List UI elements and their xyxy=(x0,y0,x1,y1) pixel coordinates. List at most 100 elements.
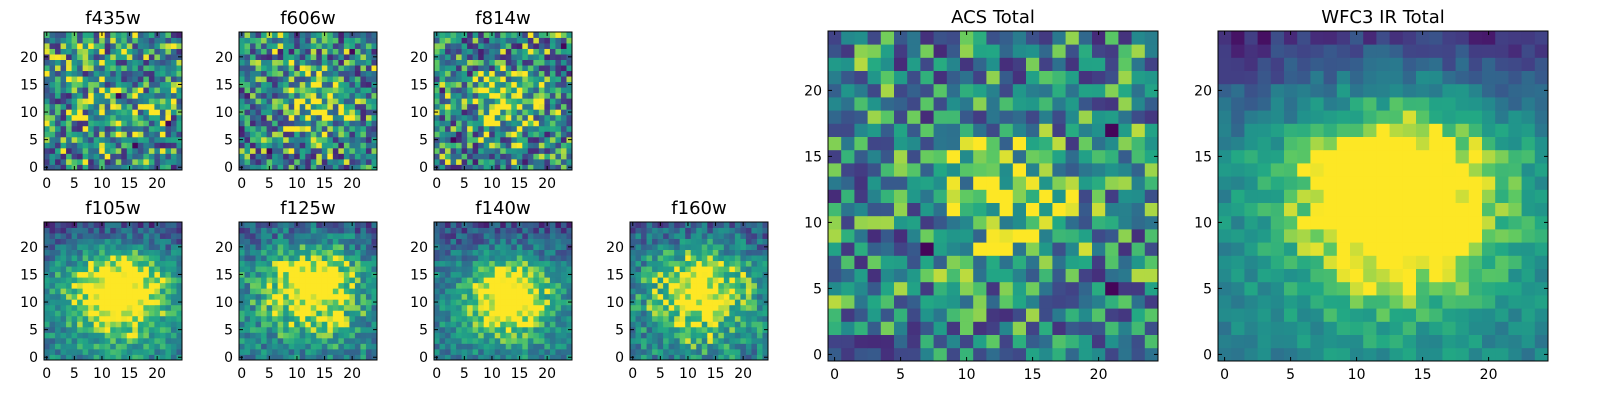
heatmap-cell xyxy=(338,271,345,278)
heatmap-cell xyxy=(538,348,545,355)
heatmap-cell xyxy=(657,321,664,328)
heatmap-cell xyxy=(60,92,67,99)
heatmap-cell xyxy=(712,315,719,322)
heatmap-cell xyxy=(261,92,267,99)
heatmap-cell xyxy=(450,315,457,322)
heatmap-cell xyxy=(332,277,339,284)
heatmap-cell xyxy=(60,103,67,110)
heatmap-cell xyxy=(489,299,496,306)
heatmap-cell xyxy=(132,131,139,138)
heatmap-cell xyxy=(472,32,479,38)
heatmap-cell xyxy=(121,65,128,72)
heatmap-cell xyxy=(456,304,462,311)
heatmap-cell xyxy=(867,255,882,269)
heatmap-cell xyxy=(99,43,106,49)
heatmap-cell xyxy=(456,98,462,105)
heatmap-cell xyxy=(505,260,512,267)
heatmap-cell xyxy=(1065,281,1080,296)
heatmap-cell xyxy=(461,109,468,116)
heatmap-cell xyxy=(349,343,356,350)
heatmap-cell xyxy=(170,304,177,311)
heatmap-cell xyxy=(960,189,974,203)
heatmap-cell xyxy=(71,147,78,154)
axes-frame xyxy=(43,221,183,361)
heatmap-cell xyxy=(349,304,356,311)
heatmap-cell xyxy=(55,147,61,154)
heatmap-cell xyxy=(566,266,573,273)
heatmap-cell xyxy=(538,249,545,256)
heatmap-cell xyxy=(354,260,361,267)
heatmap-cell xyxy=(674,260,681,267)
heatmap-cell xyxy=(294,310,301,317)
heatmap-cell xyxy=(734,255,741,262)
heatmap-cell xyxy=(294,255,301,262)
heatmap-cell xyxy=(66,293,72,300)
heatmap-cell xyxy=(828,176,842,190)
heatmap-cell xyxy=(88,147,95,154)
heatmap-cell xyxy=(533,321,540,328)
heatmap-cell xyxy=(244,266,251,273)
y-tick-label: 15 xyxy=(20,267,38,283)
heatmap-cell xyxy=(555,321,562,328)
heatmap-cell xyxy=(461,238,468,245)
heatmap-cell xyxy=(159,266,166,273)
heatmap-cell xyxy=(327,332,334,339)
heatmap-cell xyxy=(718,288,725,295)
heatmap-cell xyxy=(505,337,512,344)
heatmap-cell xyxy=(756,222,763,228)
heatmap-cell xyxy=(1105,295,1119,309)
heatmap-cell xyxy=(343,147,350,154)
heatmap-cell xyxy=(71,59,78,66)
heatmap-cell xyxy=(635,266,642,273)
heatmap-cell xyxy=(445,92,451,99)
heatmap-cell xyxy=(1118,242,1132,256)
heatmap-cell xyxy=(712,244,719,250)
heatmap-cell xyxy=(439,153,446,160)
heatmap-cell xyxy=(549,158,556,165)
heatmap-cell xyxy=(522,98,529,105)
heatmap-cell xyxy=(365,65,372,72)
heatmap-cell xyxy=(500,310,507,317)
x-tick-label: 5 xyxy=(656,366,665,382)
heatmap-cell xyxy=(272,304,279,311)
heatmap-cell xyxy=(66,87,72,94)
heatmap-cell xyxy=(143,120,150,127)
heatmap-cell xyxy=(316,321,323,328)
heatmap-cell xyxy=(511,282,518,289)
heatmap-cell xyxy=(674,293,681,300)
heatmap-cell xyxy=(310,337,317,344)
heatmap-cell xyxy=(445,65,451,72)
heatmap-cell xyxy=(527,81,534,88)
heatmap-cell xyxy=(55,332,61,339)
heatmap-cell xyxy=(538,337,545,344)
heatmap-cell xyxy=(321,238,328,245)
heatmap-cell xyxy=(49,299,56,306)
heatmap-cell xyxy=(472,227,479,234)
heatmap-cell xyxy=(1012,215,1027,230)
heatmap-cell xyxy=(338,227,345,234)
heatmap-cell xyxy=(104,249,111,256)
heatmap-cell xyxy=(946,347,961,362)
heatmap-cell xyxy=(516,271,523,278)
heatmap-cell xyxy=(88,164,95,171)
heatmap-cell xyxy=(305,233,312,239)
heatmap-cell xyxy=(880,334,895,349)
heatmap-cell xyxy=(132,266,139,273)
heatmap-cell xyxy=(272,125,279,132)
heatmap-cell xyxy=(867,347,882,362)
heatmap-cell xyxy=(657,282,664,289)
heatmap-cell xyxy=(1118,163,1132,177)
heatmap-cell xyxy=(154,227,161,234)
heatmap-cell xyxy=(867,229,882,243)
heatmap-cell xyxy=(560,54,567,60)
heatmap-cell xyxy=(467,43,474,49)
heatmap-cell xyxy=(250,227,256,234)
heatmap-cell xyxy=(483,131,490,138)
heatmap-cell xyxy=(148,332,155,339)
heatmap-cell xyxy=(321,59,328,66)
heatmap-cell xyxy=(165,233,172,239)
heatmap-cell xyxy=(960,163,974,177)
heatmap-cell xyxy=(165,321,172,328)
heatmap-cell xyxy=(999,149,1014,164)
heatmap-cell xyxy=(472,48,479,55)
